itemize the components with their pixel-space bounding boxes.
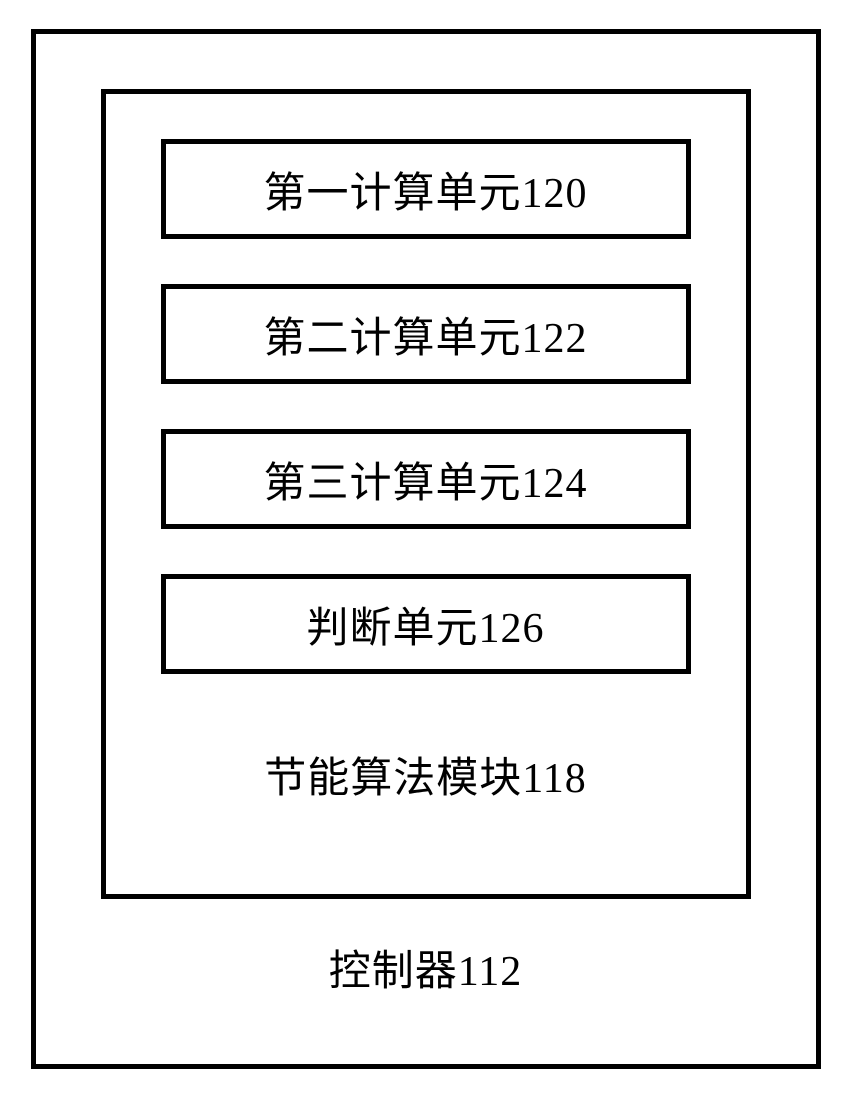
controller-label: 控制器112 bbox=[329, 937, 522, 998]
module-label: 节能算法模块118 bbox=[264, 744, 586, 805]
unit-label-4: 判断单元126 bbox=[306, 594, 544, 655]
unit-label-1: 第一计算单元120 bbox=[263, 159, 587, 220]
controller-box: 第一计算单元120 第二计算单元122 第三计算单元124 判断单元126 节能… bbox=[31, 29, 821, 1069]
unit-box-4: 判断单元126 bbox=[161, 574, 691, 674]
unit-box-3: 第三计算单元124 bbox=[161, 429, 691, 529]
unit-label-2: 第二计算单元122 bbox=[263, 304, 587, 365]
algorithm-module-box: 第一计算单元120 第二计算单元122 第三计算单元124 判断单元126 节能… bbox=[101, 89, 751, 899]
unit-label-3: 第三计算单元124 bbox=[263, 449, 587, 510]
unit-box-1: 第一计算单元120 bbox=[161, 139, 691, 239]
unit-box-2: 第二计算单元122 bbox=[161, 284, 691, 384]
